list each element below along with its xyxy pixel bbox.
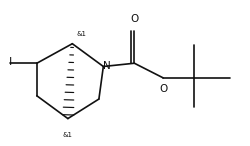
- Text: O: O: [130, 14, 138, 24]
- Text: &1: &1: [76, 31, 86, 37]
- Text: I: I: [8, 57, 12, 67]
- Text: N: N: [102, 61, 110, 72]
- Text: O: O: [158, 84, 167, 94]
- Text: &1: &1: [63, 132, 72, 138]
